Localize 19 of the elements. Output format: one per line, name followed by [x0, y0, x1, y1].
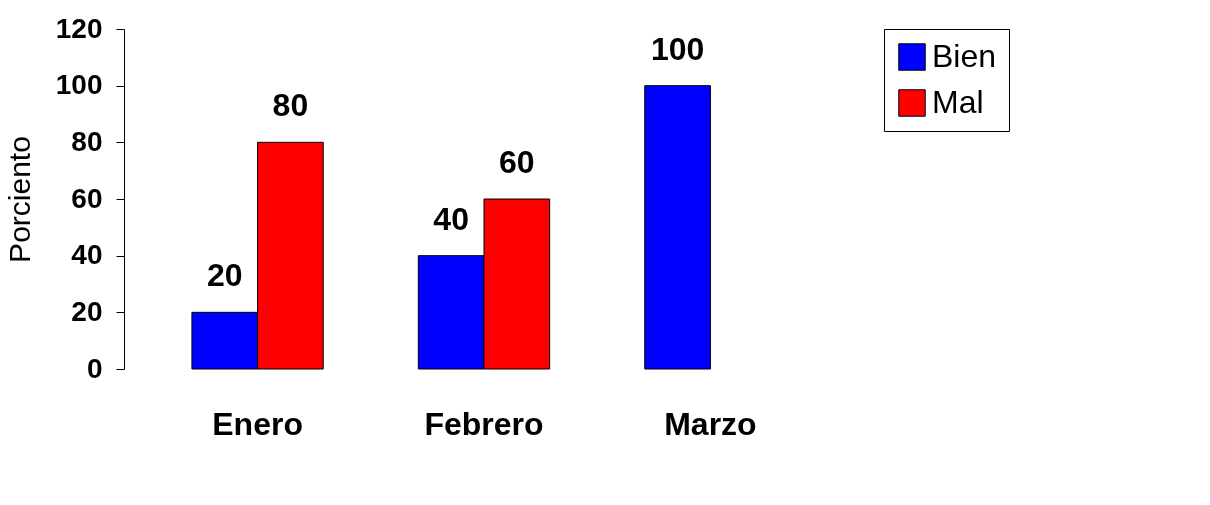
y-tick-label: 0	[86, 352, 103, 384]
y-tick-label: 80	[71, 125, 103, 157]
x-tick-label: Febrero	[424, 405, 544, 442]
y-tick-label: 100	[55, 69, 103, 101]
x-tick-label: Marzo	[664, 405, 757, 442]
data-label: 100	[650, 30, 705, 67]
y-axis-title: Porciento	[2, 136, 36, 263]
data-label: 60	[499, 144, 535, 180]
legend-label: Bien	[932, 38, 997, 74]
legend-label: Mal	[932, 84, 984, 120]
x-tick-label: Enero	[212, 405, 303, 442]
bar	[644, 85, 711, 370]
data-label: 80	[272, 87, 309, 124]
y-tick-label: 60	[71, 182, 103, 214]
data-label: 20	[206, 257, 243, 294]
y-tick-label: 40	[71, 239, 103, 271]
y-tick-label: 20	[71, 295, 103, 327]
data-label: 40	[433, 200, 469, 237]
y-tick-label: 120	[55, 12, 103, 44]
